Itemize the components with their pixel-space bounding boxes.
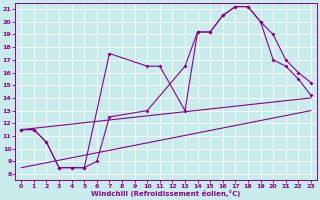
X-axis label: Windchill (Refroidissement éolien,°C): Windchill (Refroidissement éolien,°C) <box>92 190 241 197</box>
